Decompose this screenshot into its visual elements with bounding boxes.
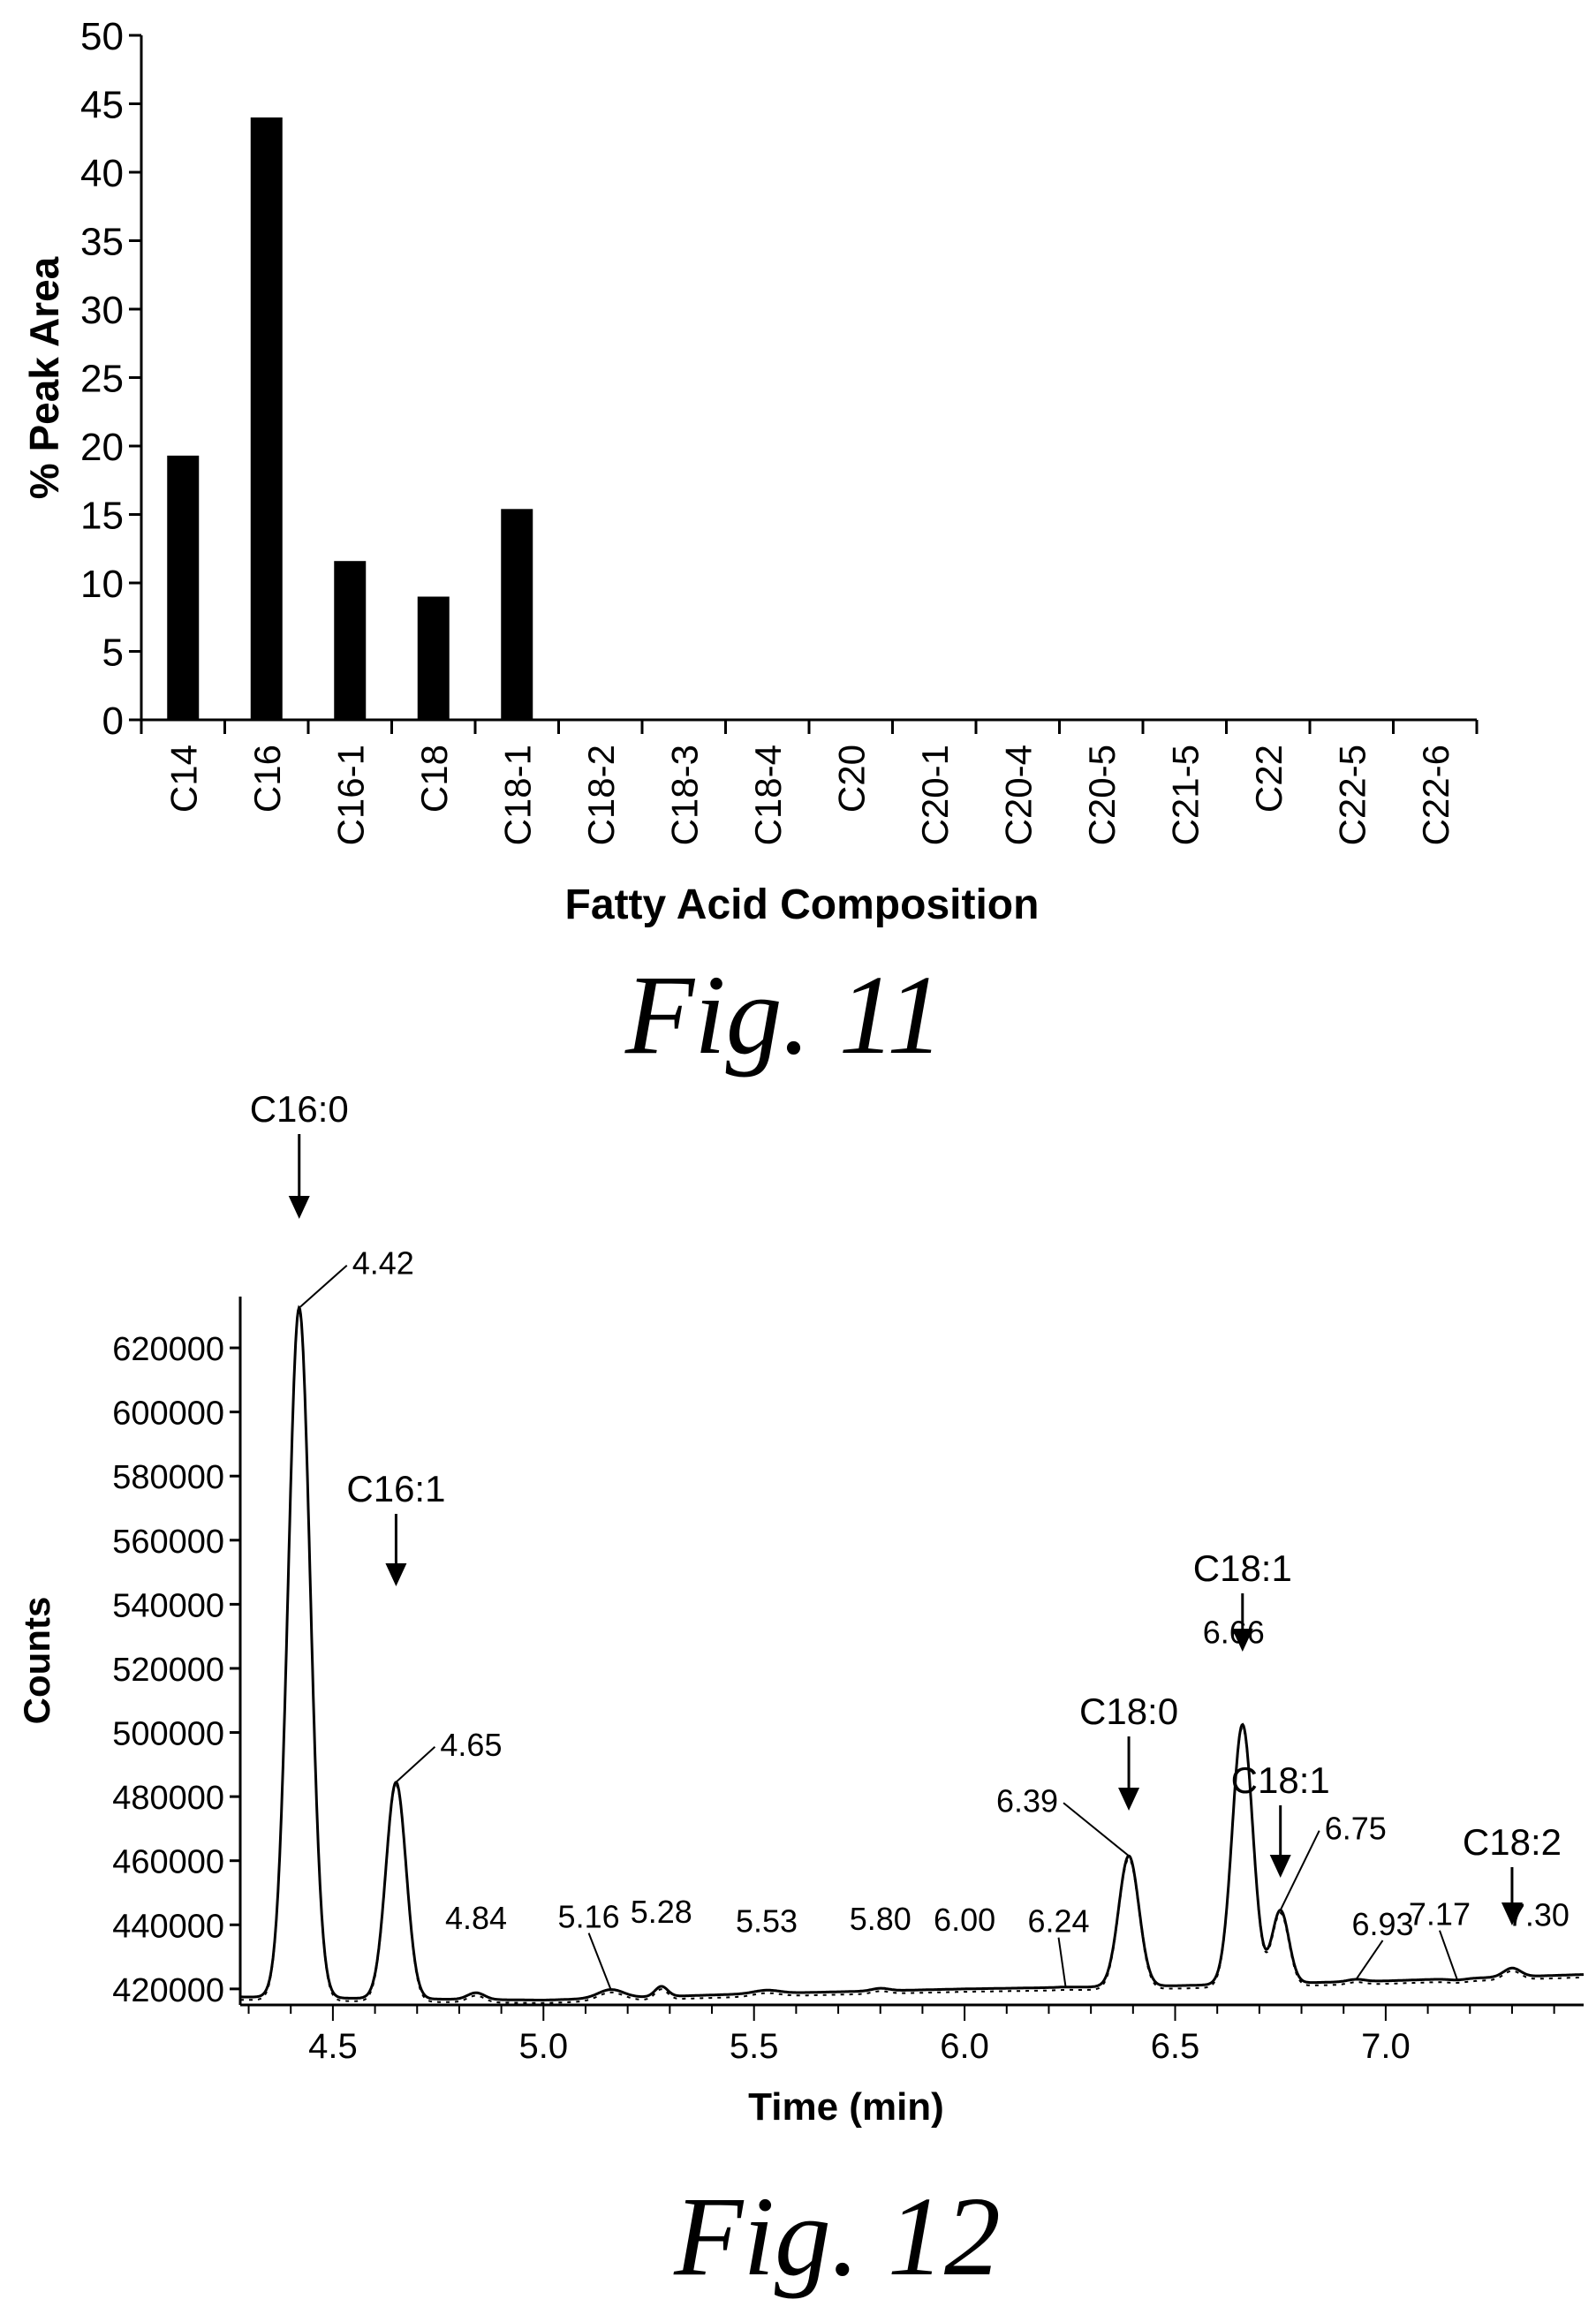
peak-time-label: 5.53 [736,1902,798,1939]
bar [417,596,450,720]
bar-y-tick-label: 20 [80,426,124,469]
peak-time-label: 5.80 [850,1901,911,1937]
bar-y-tick-label: 50 [80,15,124,58]
compound-label: C18:1 [1193,1547,1292,1589]
chrom-y-axis: 420000 440000 460000 480000 500000 520000 5400… [112,1297,242,2009]
chrom-y-tick-label: 520000 [112,1652,224,1689]
bar-x-axis-title: Fatty Acid Composition [565,881,1040,928]
figure-11-caption: Fig. 11 [624,952,943,1078]
bar-y-tick-label: 5 [102,632,124,675]
bar-category-label: C20 [830,745,872,813]
bar-y-tick-label: 40 [80,152,124,195]
peak-time-label: 6.93 [1351,1906,1413,1942]
bar-x-axis: C14 C16 C16-1 C18 C18-1 C18-2 C18-3 C18-4 C20 C20… [140,718,1479,845]
chrom-x-axis-title: Time (min) [748,2085,944,2129]
compound-arrow-head [1118,1788,1140,1811]
peak-leader-line [395,1746,436,1783]
chrom-x-tick-label: 5.5 [730,2027,779,2066]
peak-leader-line [1279,1830,1320,1911]
bar-y-tick-label: 30 [80,289,124,332]
bar [334,561,367,720]
peak-leader-line [1063,1802,1130,1857]
chrom-y-tick-label: 420000 [112,1972,224,2009]
chrom-y-tick-label: 500000 [112,1716,224,1753]
peak-leader-line [1439,1930,1458,1981]
peak-leader-line [587,1933,612,1990]
peak-time-label: 6.24 [1027,1903,1089,1940]
chrom-y-tick-label: 600000 [112,1396,224,1433]
bar-y-tick-label: 0 [102,700,124,743]
bar [167,455,200,720]
chrom-y-tick-label: 540000 [112,1587,224,1624]
bar-category-label: C16-1 [329,745,371,845]
peak-time-label: 4.84 [445,1900,507,1936]
peak-time-label: 5.28 [631,1894,692,1930]
compound-label: C18:1 [1231,1759,1330,1801]
chrom-y-tick-label: 440000 [112,1908,224,1945]
chrom-y-tick-label: 580000 [112,1459,224,1496]
bar-category-label: C18 [413,745,455,813]
compound-arrow-head [1269,1855,1291,1878]
chrom-x-tick-label: 6.5 [1151,2027,1200,2066]
chrom-y-tick-label: 460000 [112,1844,224,1881]
compound-arrow-head [288,1196,310,1219]
chrom-x-tick-label: 4.5 [308,2027,358,2066]
bar-y-tick-label: 10 [80,563,124,606]
bar-category-label: C22 [1248,745,1290,813]
chromatogram-trace [240,1305,1585,2002]
compound-label: C18:0 [1079,1691,1178,1732]
peak-time-label: 4.65 [440,1727,502,1763]
bar-category-label: C18-2 [580,745,622,845]
chromatogram-trace-dotted [240,1308,1584,2004]
bar-category-label: C18-3 [663,745,705,845]
bar-category-label: C20-4 [997,745,1039,845]
compound-label: C16:1 [346,1468,445,1509]
bar-y-tick-label: 25 [80,358,124,401]
bar-y-axis: 0 5 10 15 20 25 30 35 40 45 50 [80,15,143,743]
bar-category-label: C14 [163,745,204,813]
chrom-x-tick-label: 5.0 [518,2027,568,2066]
bar-category-label: C20-5 [1081,745,1123,845]
bar-y-axis-title: % Peak Area [21,256,67,499]
chrom-x-tick-label: 7.0 [1361,2027,1411,2066]
bar-y-tick-label: 35 [80,221,124,264]
bar-category-label: C18-1 [496,745,538,845]
figure-12-caption: Fig. 12 [673,2174,1001,2299]
compound-arrow-head [385,1563,407,1586]
chrom-y-tick-label: 620000 [112,1331,224,1368]
peak-leader-line [299,1264,348,1309]
peak-time-label: 5.16 [558,1899,620,1935]
chromatogram-chart: 420000 440000 460000 480000 500000 520000 5400… [16,1088,1585,2299]
peak-time-label: 7.17 [1409,1896,1471,1933]
peak-leader-line [1057,1937,1067,1987]
peak-time-label: 6.75 [1325,1811,1387,1847]
peak-time-label: 6.39 [996,1782,1058,1819]
chrom-y-axis-title: Counts [16,1597,57,1725]
bar [250,117,283,720]
chrom-x-tick-label: 6.0 [940,2027,989,2066]
chrom-y-tick-label: 560000 [112,1524,224,1561]
bar-category-label: C18-4 [747,745,789,845]
compound-arrow-head [1231,1629,1253,1652]
chrom-x-axis: 4.5 5.0 5.5 6.0 6.5 7.0 [240,2003,1584,2066]
compound-arrow-head [1501,1902,1523,1925]
peak-leader-line [1355,1940,1384,1980]
bar-category-label: C16 [246,745,288,813]
bar [501,509,533,720]
compound-label: C16:0 [250,1088,349,1130]
bar-y-tick-label: 45 [80,84,124,127]
peak-time-label: 6.00 [934,1902,995,1938]
bar-category-label: C22-6 [1415,745,1456,845]
chrom-y-tick-label: 480000 [112,1780,224,1817]
fatty-acid-bar-chart: 0 5 10 15 20 25 30 35 40 45 50 C14 C16 C16-1 C18 C18-1… [21,15,1479,1078]
bar-category-label: C22-5 [1331,745,1373,845]
bar-category-label: C21-5 [1164,745,1206,845]
bar-y-tick-label: 15 [80,495,124,538]
compound-label: C18:2 [1463,1821,1562,1863]
peak-time-label: 4.42 [352,1245,414,1282]
bar-category-label: C20-1 [914,745,956,845]
